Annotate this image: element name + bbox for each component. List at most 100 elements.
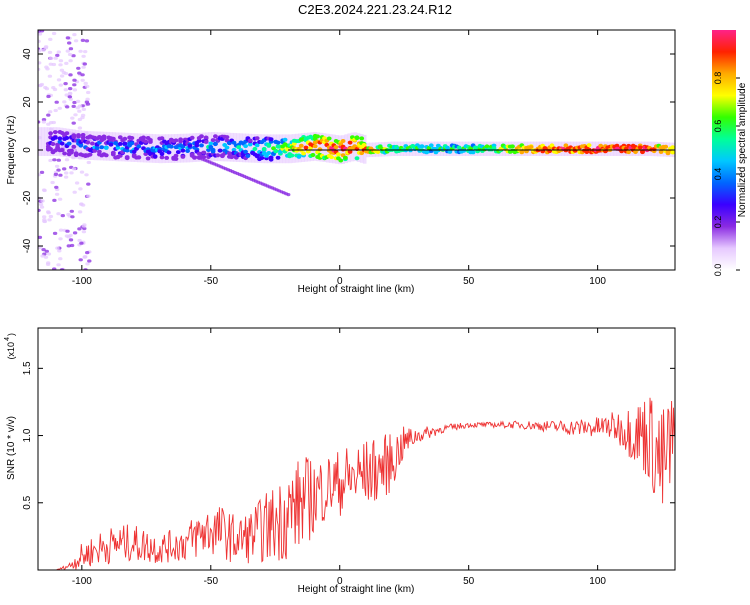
spectrogram-noise-point <box>80 73 85 77</box>
spectrogram-envelope-cell <box>87 131 92 160</box>
spectrogram-noise-point <box>40 199 45 203</box>
spectrogram-ridge-cell <box>148 138 153 142</box>
spectrogram-noise-point <box>63 71 69 76</box>
spectrogram-noise-point <box>48 214 54 219</box>
spectrogram-ridge-cell <box>247 138 253 143</box>
spectrogram-ridge-cell <box>243 149 249 154</box>
spectrogram-ridge-cell <box>129 141 135 146</box>
spectrogram-noise-point <box>53 108 58 113</box>
spectrogram-ridge-cell <box>243 144 249 149</box>
spectrogram-ridge-cell <box>670 145 675 150</box>
spectrogram-ridge-cell <box>64 136 70 140</box>
colorbar-ticks: 0.0 0.2 0.4 0.6 0.8 <box>713 72 740 276</box>
spectrogram-ridge-cell <box>143 139 149 144</box>
spectrogram-ridge-cell <box>59 148 65 152</box>
spectrogram-ridge-cell <box>87 152 93 157</box>
spectrogram-ridge-cell <box>266 143 272 148</box>
spectrogram-noise-point <box>54 192 60 196</box>
spectrogram-noise-point <box>68 47 74 51</box>
spectrogram-ridge-cell <box>296 154 302 159</box>
spectrogram-noise-point <box>72 231 78 235</box>
spectrogram-ridge-cell <box>347 140 353 145</box>
spectrogram-ridge-cell <box>152 154 158 159</box>
spectrogram-envelope-cell <box>130 133 135 162</box>
spectrogram-noise-point <box>83 255 88 259</box>
spectrogram-noise-point <box>80 38 86 43</box>
spectrogram-y-tick-label: -40 <box>22 238 33 253</box>
spectrogram-ridge-cell <box>122 141 128 146</box>
spectrogram-ridge-cell <box>69 150 74 155</box>
spectrogram-noise-point <box>80 78 85 82</box>
spectrogram-ridge-cell <box>359 151 365 156</box>
spectrogram-envelope-cell <box>322 133 327 162</box>
spectrogram-noise-point <box>41 118 47 122</box>
spectrogram-noise-point <box>68 238 74 242</box>
spectrogram-noise-point <box>52 267 57 270</box>
spectrogram-noise-point <box>58 173 63 177</box>
spectrogram-ridge-cell <box>117 153 123 158</box>
spectrogram-ridge-cell <box>66 141 72 146</box>
spectrogram-ridge-cell <box>303 145 309 150</box>
spectrogram-ridge-cell <box>252 146 258 151</box>
spectrogram-noise-point <box>57 197 63 201</box>
spectrogram-ridge-cell <box>210 149 216 154</box>
spectrogram-ridge-cell <box>90 141 95 146</box>
spectrogram-ridge-cell <box>658 149 664 154</box>
spectrogram-ridge-cell <box>510 144 515 149</box>
spectrogram-noise-point <box>86 160 92 165</box>
spectrogram-ridge-cell <box>129 136 135 140</box>
spectrogram-ridge-cell <box>208 145 214 149</box>
spectrogram-noise-point <box>71 167 77 171</box>
spectrogram-ridge-cell <box>213 134 218 139</box>
spectrogram-ridge-cell <box>71 144 77 149</box>
spectrogram-ridge-cell <box>428 143 434 148</box>
spectrogram-noise-point <box>77 126 83 130</box>
spectrogram-noise-point <box>42 219 47 223</box>
spectrogram-noise-point <box>80 113 86 117</box>
spectrogram-noise-point <box>55 246 60 250</box>
spectrogram-envelope-cell <box>202 132 206 162</box>
spectrogram-ridge-cell <box>598 143 604 148</box>
spectrogram-x-axis: -100 -50 0 50 100 <box>72 30 606 287</box>
spectrogram-noise-point <box>55 53 60 58</box>
spectrogram-noise-point <box>56 263 61 267</box>
spectrogram-noise-point <box>51 62 57 67</box>
spectrogram-ridge-cell <box>461 148 467 153</box>
spectrogram-noise-point <box>56 158 61 162</box>
spectrogram-ridge-cell <box>266 151 272 155</box>
spectrogram-noise-point <box>77 238 82 243</box>
spectrogram-ridge-cell <box>491 146 497 151</box>
spectrogram-x-axis-label: Height of straight line (km) <box>298 284 415 295</box>
spectrogram-ridge-cell <box>136 144 142 149</box>
snr-y-axis: 0.5 1.0 1.5 <box>22 361 675 510</box>
spectrogram-noise-point <box>38 246 43 250</box>
spectrogram-ridge-cell <box>301 151 306 156</box>
spectrogram-noise-point <box>68 73 73 77</box>
spectrogram-envelope-cell <box>471 141 475 156</box>
spectrogram-ridge-cell <box>224 145 230 150</box>
spectrogram-ridge-cell <box>199 143 204 148</box>
spectrogram-envelope-cell <box>53 127 58 156</box>
spectrogram-ridge-cell <box>110 136 116 141</box>
spectrogram-noise-point <box>83 81 88 85</box>
snr-panel: -100 -50 0 50 100 0.5 1.0 1.5 Height of straig… <box>4 327 676 595</box>
spectrogram-noise-point <box>75 106 80 110</box>
spectrogram-ridge-cell <box>159 136 165 141</box>
spectrogram-envelope-cell <box>245 133 249 163</box>
spectrogram-noise-point <box>64 234 70 238</box>
spectrogram-noise-point <box>69 243 75 248</box>
snr-multiplier-close: ) <box>6 333 16 336</box>
spectrogram-ridge-cell <box>640 150 645 155</box>
spectrogram-noise-point <box>82 62 88 66</box>
spectrogram-ridge-cell <box>145 156 151 161</box>
spectrogram-ridge-cell <box>264 153 269 158</box>
snr-x-tick-label: 100 <box>589 576 606 587</box>
spectrogram-noise-point <box>63 88 68 92</box>
spectrogram-x-tick-label: 100 <box>589 276 606 287</box>
spectrogram-envelope-cell <box>248 133 252 163</box>
spectrogram-ridge-cell <box>275 155 281 160</box>
spectrogram-envelope-cell <box>112 132 116 161</box>
spectrogram-envelope-cell <box>72 129 76 159</box>
spectrogram-ridge-cell <box>329 155 334 160</box>
spectrogram-noise-point <box>85 97 90 101</box>
